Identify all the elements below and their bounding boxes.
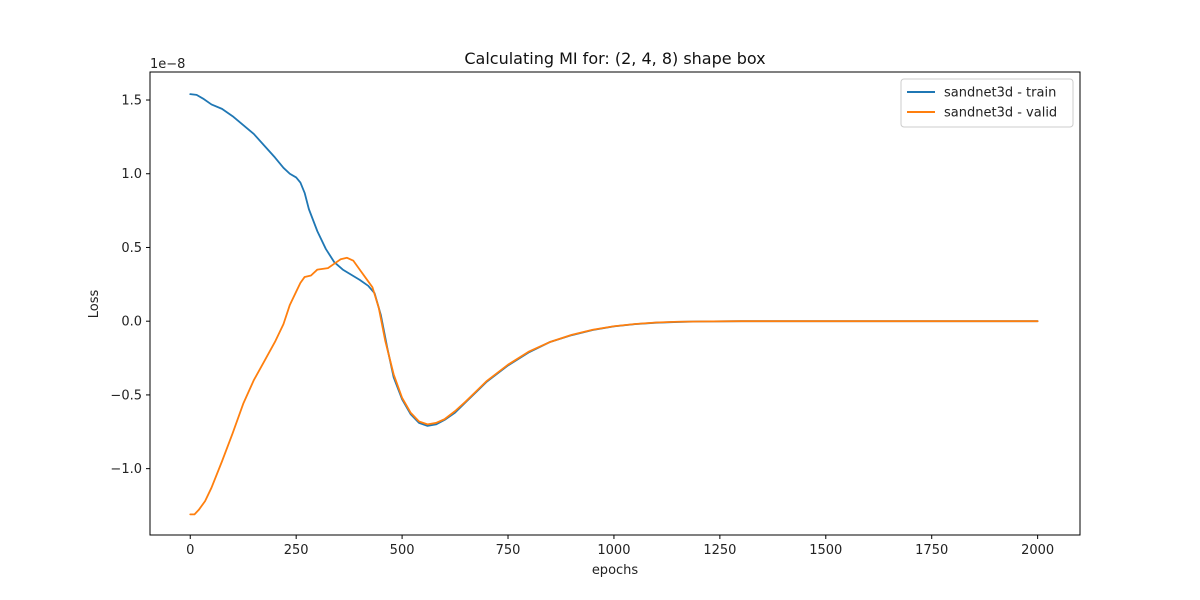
- y-tick-label: −1.0: [110, 462, 142, 477]
- chart-legend: sandnet3d - train sandnet3d - valid: [900, 78, 1074, 128]
- x-tick-label: 1500: [809, 543, 842, 558]
- x-tick-label: 1000: [597, 543, 630, 558]
- series-line-valid: [189, 256, 1039, 516]
- x-axis-label: epochs: [592, 563, 639, 578]
- chart-title: Calculating MI for: (2, 4, 8) shape box: [464, 49, 765, 68]
- x-tick-label: 1250: [703, 543, 736, 558]
- x-tick-label: 0: [186, 543, 194, 558]
- x-axis-ticks: 0 250 500 750 1000 1250 1500 1750 2000: [186, 535, 1054, 558]
- legend-entry-label: sandnet3d - valid: [944, 106, 1057, 121]
- axes-frame: [149, 71, 1081, 536]
- x-tick-label: 2000: [1021, 543, 1054, 558]
- series-lines: [189, 93, 1039, 516]
- y-tick-label: 1.0: [121, 167, 142, 182]
- legend-entry-label: sandnet3d - train: [944, 86, 1056, 101]
- y-axis-label: Loss: [87, 290, 102, 319]
- y-tick-label: 1.5: [121, 94, 142, 109]
- y-axis-offset-label: 1e−8: [150, 57, 185, 72]
- y-tick-label: −0.5: [110, 388, 142, 403]
- y-tick-label: 0.0: [121, 315, 142, 330]
- legend-box: [900, 78, 1074, 128]
- y-axis-ticks: −1.0 −0.5 0.0 0.5 1.0 1.5: [110, 94, 150, 477]
- x-tick-label: 1750: [915, 543, 948, 558]
- plot-area: [149, 71, 1081, 536]
- x-tick-label: 750: [496, 543, 521, 558]
- y-tick-label: 0.5: [121, 241, 142, 256]
- x-tick-label: 500: [390, 543, 415, 558]
- x-tick-label: 250: [284, 543, 309, 558]
